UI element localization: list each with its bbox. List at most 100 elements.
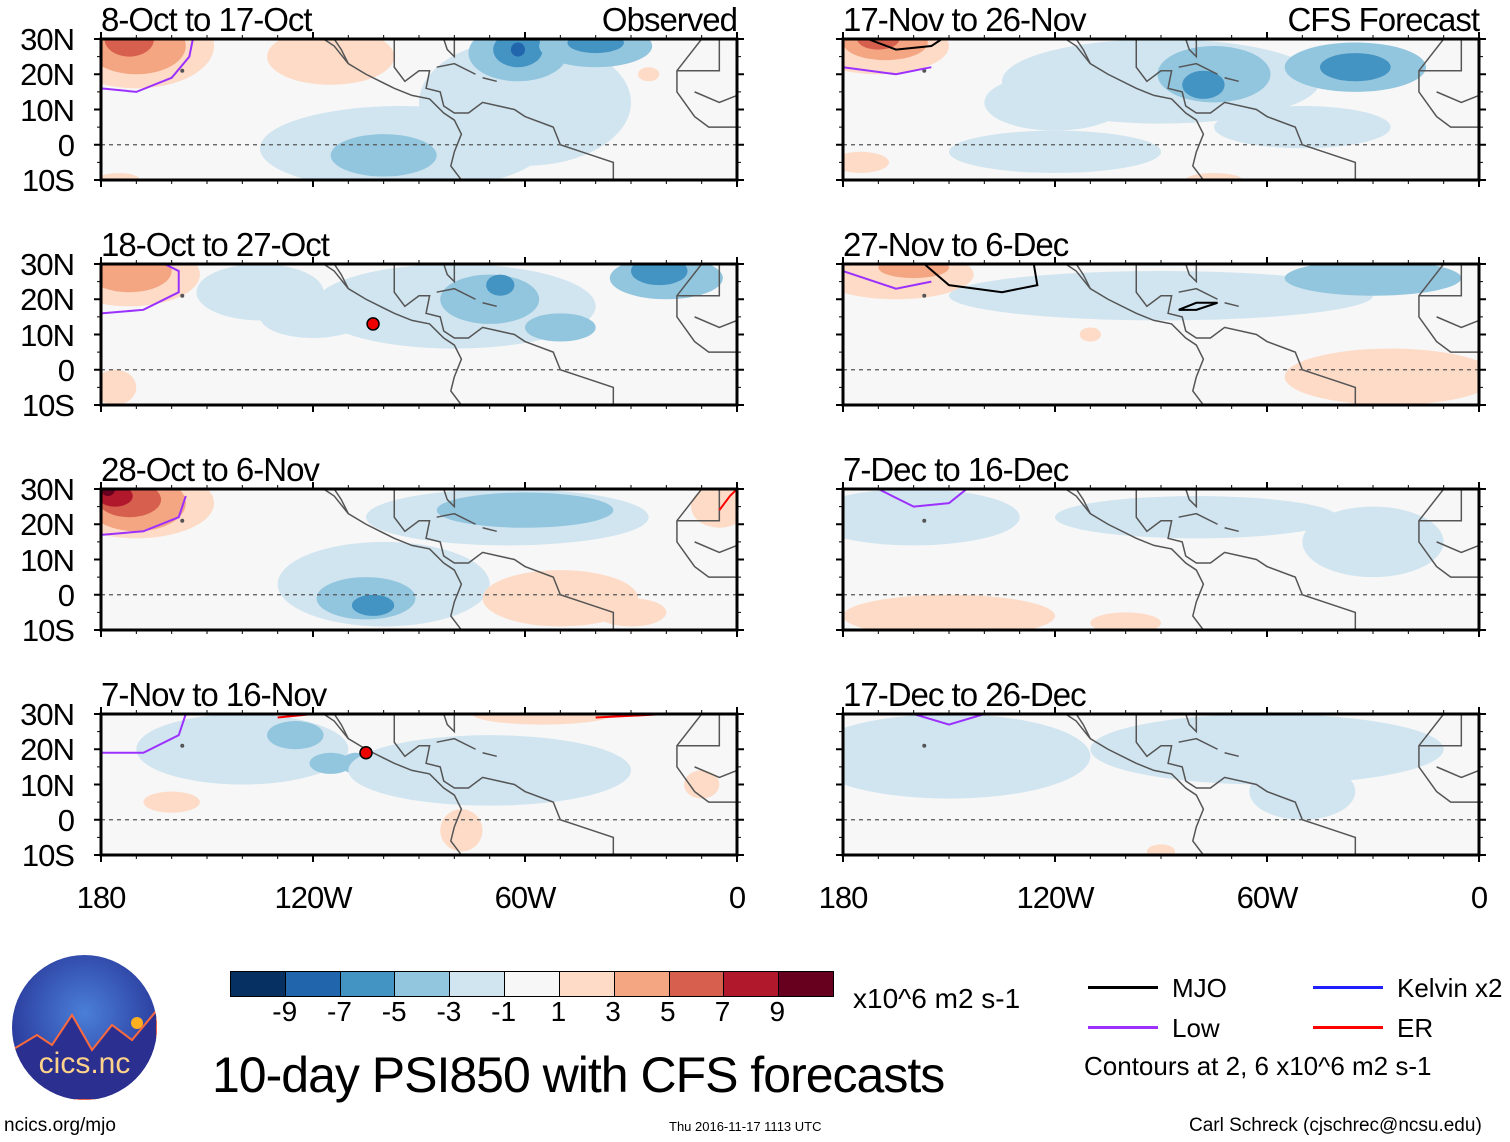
- lon-label: 60W: [1236, 880, 1299, 915]
- colorbar-swatch: [559, 972, 615, 996]
- anomaly-blob: [878, 264, 949, 279]
- panel-title: 27-Nov to 6-Dec: [843, 226, 1069, 263]
- anomaly-blob: [595, 598, 667, 627]
- mjo-contour: [867, 39, 943, 51]
- lat-label: 30N: [20, 697, 75, 732]
- anomaly-blob: [472, 714, 614, 725]
- anomaly-blob: [1090, 714, 1444, 785]
- legend-label: Low: [1172, 1013, 1220, 1043]
- anomaly-blob: [1284, 264, 1462, 296]
- coastline: [1224, 527, 1239, 533]
- anomaly-blob: [267, 39, 395, 85]
- anomaly-blob: [101, 264, 172, 293]
- anomaly-blob: [843, 594, 1055, 630]
- colorbar-label: -3: [436, 996, 462, 1027]
- coastline: [443, 264, 456, 284]
- coastline: [694, 316, 737, 329]
- legend-label: ER: [1397, 1013, 1434, 1043]
- lon-label: 60W: [494, 880, 557, 915]
- coastline: [1075, 489, 1092, 515]
- lon-label: 180: [818, 880, 869, 915]
- anomaly-blob: [1055, 496, 1338, 539]
- lat-label: 0: [57, 802, 75, 838]
- low-contour: [913, 714, 985, 726]
- lat-label: 0: [57, 352, 75, 388]
- anomaly-blob: [1214, 105, 1391, 149]
- coastline: [694, 766, 737, 779]
- colorbar-label: 9: [769, 996, 786, 1027]
- anomaly-blob: [136, 714, 349, 785]
- panel-title: 18-Oct to 27-Oct: [101, 226, 330, 263]
- panel-title: 17-Nov to 26-Nov: [843, 1, 1087, 38]
- low-contour: [843, 270, 932, 290]
- anomaly-blob: [101, 172, 140, 180]
- anomaly-blob: [330, 134, 437, 177]
- colorbar-swatch: [614, 972, 670, 996]
- colorbar-unit: x10^6 m2 s-1: [853, 983, 1021, 1014]
- lat-label: 20N: [20, 732, 75, 768]
- footer-author: Carl Schreck (cjschrec@ncsu.edu): [1189, 1115, 1482, 1136]
- lat-label: 30N: [20, 22, 75, 57]
- anomaly-blob: [440, 809, 483, 852]
- coastline: [482, 77, 497, 83]
- anomaly-blob: [1182, 70, 1225, 99]
- anomaly-blob: [510, 42, 525, 57]
- hawaii-island: [180, 293, 185, 298]
- anomaly-blob: [260, 295, 366, 339]
- coastline: [676, 264, 737, 353]
- coastline: [676, 714, 737, 803]
- coastline: [694, 91, 737, 104]
- coastline: [436, 62, 476, 75]
- anomaly-blob: [1079, 327, 1101, 342]
- anomaly-blob: [101, 369, 137, 405]
- observed-header: Observed: [601, 1, 738, 38]
- map-panel: [836, 482, 1486, 637]
- footer-timestamp: Thu 2016-11-17 1113 UTC: [669, 1119, 822, 1134]
- coastline: [676, 264, 721, 297]
- coastline: [1065, 714, 1205, 855]
- legend-note: Contours at 2, 6 x10^6 m2 s-1: [1084, 1051, 1432, 1081]
- anomaly-blob: [843, 489, 1020, 546]
- mjo-contour: [923, 264, 1039, 294]
- low-contour: [101, 495, 187, 536]
- anomaly-blob: [949, 130, 1161, 173]
- coastline: [1418, 489, 1463, 522]
- lat-label: 20N: [20, 507, 75, 543]
- coastline: [1178, 62, 1218, 75]
- logo: cics.nc: [12, 955, 157, 1100]
- low-contour: [101, 264, 180, 315]
- map-panel: [836, 257, 1486, 412]
- anomaly-blob: [1146, 844, 1176, 855]
- low-contour: [843, 66, 932, 76]
- colorbar-label: 1: [550, 996, 567, 1027]
- panel-title: 8-Oct to 17-Oct: [101, 1, 313, 38]
- coastline: [443, 39, 456, 59]
- coastline: [1418, 264, 1463, 297]
- anomaly-blob: [267, 721, 324, 750]
- coastline: [1224, 752, 1239, 758]
- lat-label: 10N: [20, 92, 75, 128]
- coastline: [1436, 541, 1479, 554]
- coastline: [1436, 91, 1479, 104]
- anomaly-blob: [419, 39, 631, 166]
- anomaly-blob: [1249, 763, 1356, 820]
- anomaly-blob: [1284, 348, 1479, 405]
- hawaii-island: [180, 743, 185, 748]
- mountain-logo-graphic: [12, 1008, 157, 1100]
- colorbar-swatch: [450, 972, 506, 996]
- coastline: [1135, 39, 1357, 180]
- coastline: [1224, 302, 1239, 308]
- coastline: [1185, 264, 1198, 284]
- map-panel: [94, 707, 744, 862]
- coastline: [333, 39, 350, 65]
- coastline: [676, 489, 737, 578]
- hawaii-island: [180, 68, 185, 73]
- anomaly-blob: [101, 489, 116, 497]
- lon-label: 180: [76, 880, 127, 915]
- lat-label: 0: [57, 127, 75, 163]
- footer-url[interactable]: ncics.org/mjo: [4, 1115, 116, 1136]
- colorbar-swatch: [340, 972, 396, 996]
- coastline: [1178, 287, 1218, 300]
- anomaly-blob: [143, 791, 200, 813]
- coastline: [1185, 714, 1198, 734]
